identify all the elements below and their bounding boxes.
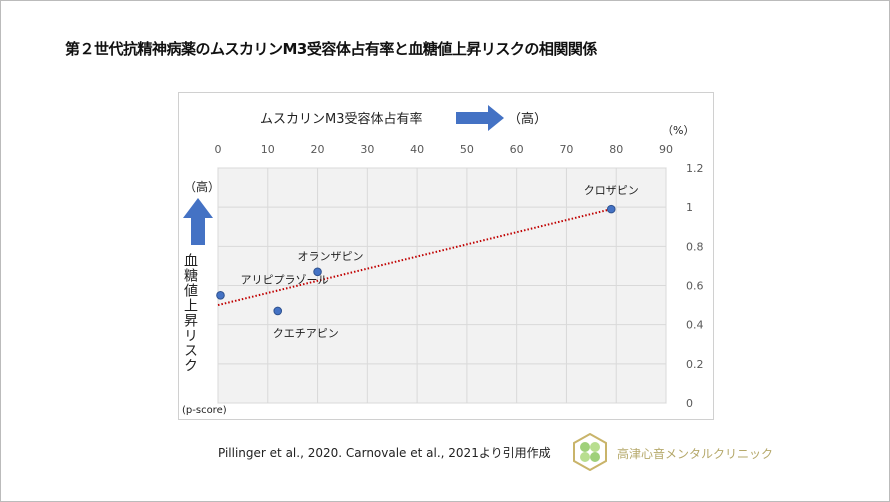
y-tick-label: 0.2 [686, 358, 704, 371]
y-unit-label: (p-score) [182, 405, 227, 416]
y-axis-title: 血糖値上昇リスク [182, 253, 198, 373]
x-tick-label: 70 [559, 143, 573, 156]
y-tick-label: 1 [686, 201, 693, 214]
y-tick-label: 1.2 [686, 162, 704, 175]
clinic-name: 高津心音メンタルクリニック [617, 447, 774, 461]
y-high-label: （高） [184, 179, 220, 194]
chart-container [178, 92, 714, 420]
y-tick-label: 0.4 [686, 319, 704, 332]
x-tick-label: 40 [410, 143, 424, 156]
citation: Pillinger et al., 2020. Carnovale et al.… [218, 446, 551, 460]
trendline [217, 208, 612, 307]
point-label: オランザピン [298, 250, 364, 263]
x-tick-label: 60 [510, 143, 524, 156]
y-tick-label: 0.8 [686, 240, 704, 253]
data-point [273, 306, 283, 316]
y-tick-label: 0.6 [686, 280, 704, 293]
x-tick-label: 50 [460, 143, 474, 156]
point-label: クエチアピン [273, 327, 339, 340]
y-arrow-icon [183, 198, 213, 245]
x-tick-label: 80 [609, 143, 623, 156]
x-tick-label: 90 [659, 143, 673, 156]
point-label: アリピプラゾール [240, 273, 328, 286]
x-tick-label: 0 [215, 143, 222, 156]
x-unit-label: （%） [662, 124, 694, 137]
x-axis-title: ムスカリンM3受容体占有率 [260, 111, 423, 127]
x-arrow-icon [456, 105, 504, 131]
clinic-logo-icon [573, 433, 607, 471]
x-tick-label: 10 [261, 143, 275, 156]
x-tick-label: 20 [311, 143, 325, 156]
x-tick-label: 30 [360, 143, 374, 156]
point-label: クロザピン [584, 184, 639, 197]
data-point [313, 267, 322, 277]
y-tick-label: 0 [686, 397, 693, 410]
x-high-label: （高） [508, 111, 547, 127]
slide-title: 第２世代抗精神病薬のムスカリンM3受容体占有率と血糖値上昇リスクの相関関係 [65, 40, 597, 58]
data-point [216, 290, 225, 300]
data-point [606, 204, 616, 214]
